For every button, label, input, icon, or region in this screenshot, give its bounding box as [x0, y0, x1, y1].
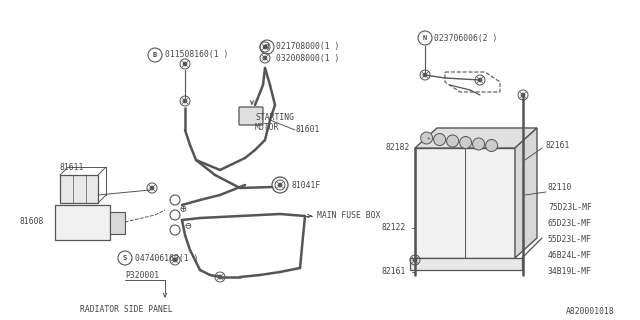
FancyBboxPatch shape [239, 107, 263, 125]
Circle shape [434, 133, 445, 146]
Text: 011508160(1 ): 011508160(1 ) [165, 51, 228, 60]
Text: ⊖: ⊖ [185, 220, 192, 230]
Text: MAIN FUSE BOX: MAIN FUSE BOX [317, 212, 380, 220]
Circle shape [263, 56, 267, 60]
Text: RADIATOR SIDE PANEL: RADIATOR SIDE PANEL [80, 306, 173, 315]
Text: P320001: P320001 [125, 270, 159, 279]
Text: 65D23L-MF: 65D23L-MF [548, 220, 592, 228]
Circle shape [420, 132, 433, 144]
Text: 82122: 82122 [382, 223, 406, 233]
Text: N: N [265, 44, 269, 50]
Text: 75D23L-MF: 75D23L-MF [548, 204, 592, 212]
Text: 82110: 82110 [548, 183, 572, 193]
Text: 34B19L-MF: 34B19L-MF [548, 268, 592, 276]
Circle shape [423, 73, 427, 77]
Circle shape [478, 78, 482, 82]
Bar [410, 258, 522, 270]
Bar [55, 205, 110, 240]
Circle shape [460, 137, 472, 148]
Circle shape [486, 140, 498, 151]
Text: 023706006(2 ): 023706006(2 ) [434, 34, 497, 43]
Circle shape [218, 275, 222, 279]
Text: +: + [427, 135, 430, 140]
Text: MOTOR: MOTOR [255, 124, 280, 132]
Text: 81601: 81601 [296, 125, 321, 134]
Bar [60, 175, 98, 203]
Text: A820001018: A820001018 [566, 308, 615, 316]
Circle shape [521, 93, 525, 97]
Text: 82161: 82161 [545, 140, 570, 149]
Circle shape [413, 258, 417, 262]
Polygon shape [415, 128, 537, 148]
Text: 55D23L-MF: 55D23L-MF [548, 236, 592, 244]
Text: STARTING: STARTING [255, 114, 294, 123]
Circle shape [263, 45, 267, 49]
Circle shape [150, 186, 154, 190]
Circle shape [183, 62, 187, 66]
Text: N: N [423, 35, 427, 41]
Text: 82182: 82182 [385, 143, 410, 153]
Text: 032008000(1 ): 032008000(1 ) [276, 53, 339, 62]
Circle shape [472, 138, 484, 150]
Text: 021708000(1 ): 021708000(1 ) [276, 43, 339, 52]
Text: B: B [153, 52, 157, 58]
Circle shape [183, 99, 187, 103]
Text: 81608: 81608 [20, 218, 44, 227]
Text: S: S [123, 255, 127, 261]
Circle shape [173, 258, 177, 262]
Text: 82161: 82161 [382, 268, 406, 276]
Bar [415, 148, 515, 258]
Text: 81611: 81611 [60, 164, 84, 172]
Circle shape [447, 135, 459, 147]
Text: 46B24L-MF: 46B24L-MF [548, 252, 592, 260]
Text: 047406160(1 ): 047406160(1 ) [135, 253, 198, 262]
Text: ⊕: ⊕ [180, 203, 187, 213]
Bar [110, 212, 125, 234]
Circle shape [278, 183, 282, 187]
Polygon shape [515, 128, 537, 258]
Text: 81041F: 81041F [292, 180, 321, 189]
